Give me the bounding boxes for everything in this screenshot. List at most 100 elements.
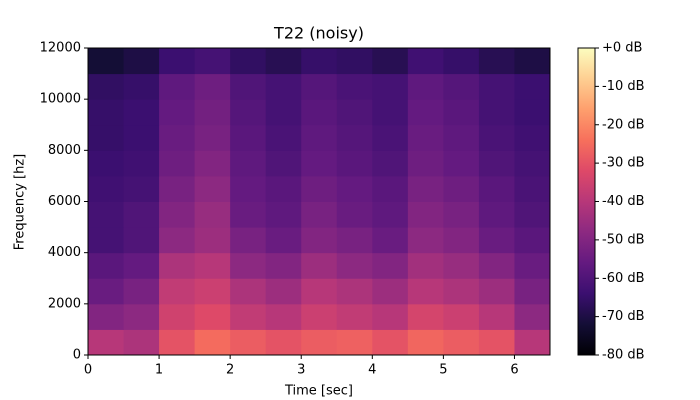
- spectrogram-cell: [443, 99, 480, 126]
- spectrogram-cell: [230, 48, 267, 75]
- spectrogram-cell: [194, 252, 231, 279]
- spectrogram-cell: [194, 124, 231, 151]
- spectrogram-cell: [336, 303, 373, 330]
- spectrogram-cell: [372, 150, 409, 177]
- colorbar-tick-label: -50 dB: [602, 232, 645, 247]
- spectrogram-cell: [336, 252, 373, 279]
- spectrogram-cell: [443, 73, 480, 100]
- spectrogram-cell: [407, 175, 444, 202]
- spectrogram-cell: [443, 175, 480, 202]
- spectrogram-cell: [194, 278, 231, 305]
- spectrogram-cell: [478, 175, 515, 202]
- spectrogram-cell: [336, 329, 373, 356]
- spectrogram-cell: [443, 252, 480, 279]
- spectrogram-cell: [514, 201, 551, 228]
- spectrogram-cell: [443, 227, 480, 254]
- spectrogram-cell: [265, 252, 302, 279]
- spectrogram-cell: [443, 150, 480, 177]
- spectrogram-cell: [265, 150, 302, 177]
- spectrogram-cell: [230, 201, 267, 228]
- spectrogram-cell: [407, 150, 444, 177]
- spectrogram-cell: [301, 303, 338, 330]
- x-tick-label: 3: [297, 363, 305, 378]
- spectrogram-cell: [88, 175, 125, 202]
- spectrogram-cell: [301, 73, 338, 100]
- spectrogram-cell: [372, 201, 409, 228]
- colorbar-tick-label: -40 dB: [602, 194, 645, 209]
- spectrogram-cell: [194, 303, 231, 330]
- spectrogram-cell: [88, 48, 125, 75]
- spectrogram-cell: [372, 278, 409, 305]
- y-tick-label: 0: [73, 348, 81, 363]
- colorbar: [577, 47, 596, 356]
- spectrogram-cell: [478, 201, 515, 228]
- spectrogram-cell: [194, 73, 231, 100]
- spectrogram-cell: [194, 99, 231, 126]
- x-tick-label: 5: [439, 363, 447, 378]
- spectrogram-cell: [230, 73, 267, 100]
- spectrogram-cell: [88, 99, 125, 126]
- colorbar-tick-label: +0 dB: [602, 41, 642, 56]
- spectrogram-cell: [159, 48, 196, 75]
- spectrogram-cell: [372, 73, 409, 100]
- spectrogram-cell: [123, 124, 160, 151]
- spectrogram-cell: [159, 73, 196, 100]
- spectrogram-cell: [265, 99, 302, 126]
- spectrogram-cell: [372, 227, 409, 254]
- spectrogram-cell: [336, 150, 373, 177]
- colorbar-tick-label: -20 dB: [602, 117, 645, 132]
- y-axis-label: Frequency [hz]: [13, 154, 28, 251]
- chart-title: T22 (noisy): [273, 24, 364, 43]
- spectrogram-cell: [265, 329, 302, 356]
- x-tick-label: 2: [226, 363, 234, 378]
- spectrogram-cell: [407, 201, 444, 228]
- spectrogram-cell: [301, 278, 338, 305]
- spectrogram-cell: [514, 278, 551, 305]
- spectrogram-cell: [159, 150, 196, 177]
- spectrogram-cell: [265, 48, 302, 75]
- spectrogram-cell: [230, 99, 267, 126]
- spectrogram-cell: [230, 252, 267, 279]
- spectrogram-cell: [336, 175, 373, 202]
- spectrogram-cell: [123, 201, 160, 228]
- spectrogram-cell: [336, 201, 373, 228]
- spectrogram-cell: [336, 99, 373, 126]
- spectrogram-cell: [123, 48, 160, 75]
- spectrogram-cell: [88, 278, 125, 305]
- spectrogram-cell: [88, 252, 125, 279]
- spectrogram-cell: [88, 329, 125, 356]
- spectrogram-cell: [230, 124, 267, 151]
- spectrogram-cell: [478, 227, 515, 254]
- spectrogram-cell: [265, 73, 302, 100]
- spectrogram-cell: [265, 278, 302, 305]
- x-axis-label: Time [sec]: [284, 384, 353, 399]
- spectrogram-cell: [336, 73, 373, 100]
- x-tick-label: 1: [155, 363, 163, 378]
- spectrogram-cell: [230, 175, 267, 202]
- spectrogram-cell: [407, 252, 444, 279]
- spectrogram-cell: [372, 124, 409, 151]
- spectrogram-cell: [443, 303, 480, 330]
- spectrogram-cell: [123, 278, 160, 305]
- y-tick-label: 2000: [48, 296, 81, 311]
- spectrogram-cell: [194, 48, 231, 75]
- colorbar-tick-label: -30 dB: [602, 156, 645, 171]
- spectrogram-cell: [443, 329, 480, 356]
- spectrogram-cell: [159, 252, 196, 279]
- spectrogram-cell: [301, 175, 338, 202]
- spectrogram-cell: [230, 278, 267, 305]
- spectrogram-cell: [514, 175, 551, 202]
- spectrogram-cell: [123, 303, 160, 330]
- spectrogram-cell: [301, 99, 338, 126]
- spectrogram-cell: [514, 303, 551, 330]
- spectrogram-cell: [478, 278, 515, 305]
- y-tick-label: 12000: [40, 41, 81, 56]
- spectrogram-cell: [407, 48, 444, 75]
- y-tick-label: 4000: [48, 245, 81, 260]
- spectrogram-cell: [336, 48, 373, 75]
- spectrogram-cell: [407, 99, 444, 126]
- spectrogram-cell: [88, 150, 125, 177]
- spectrogram-cell: [407, 227, 444, 254]
- spectrogram-cell: [123, 99, 160, 126]
- spectrogram-cell: [407, 73, 444, 100]
